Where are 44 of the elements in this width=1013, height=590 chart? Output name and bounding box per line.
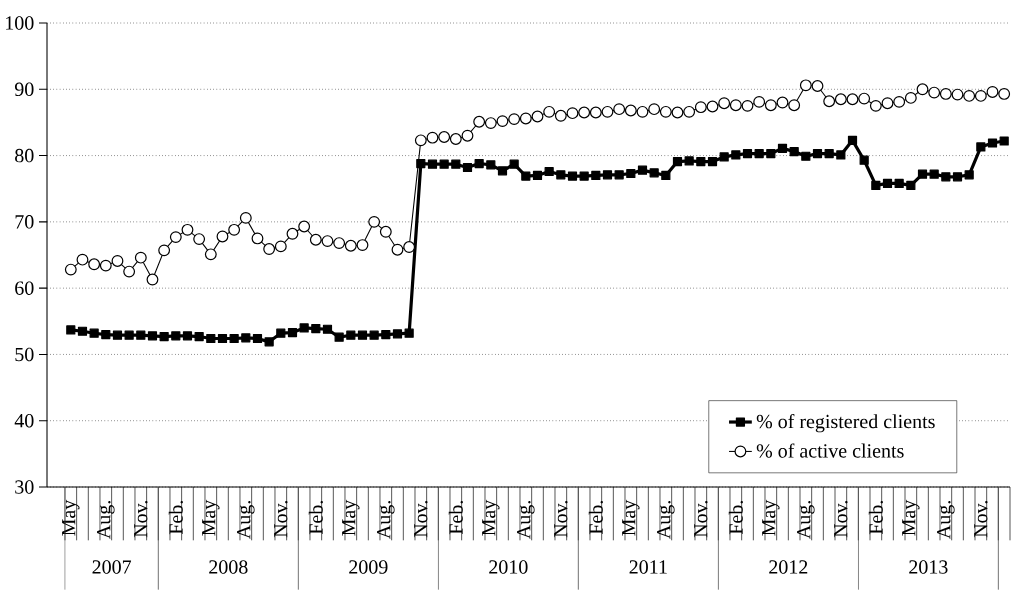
text: 2007 — [92, 560, 132, 574]
x-tick-label: Feb. — [728, 501, 743, 535]
x-tick-label: Nov. — [834, 501, 848, 538]
x-tick-label: Aug. — [797, 501, 815, 539]
y-tick-label: 30 — [15, 480, 34, 494]
x-tick-label: Feb. — [308, 501, 323, 535]
x-tick-label: Aug. — [517, 501, 535, 539]
y-tick-label: 80 — [15, 148, 34, 163]
y-tick-label: 60 — [15, 281, 34, 295]
x-tick-label: Aug. — [97, 501, 115, 539]
x-tick-label: May — [762, 499, 780, 536]
text: 2008 — [209, 560, 248, 574]
y-tick-label: 70 — [15, 215, 34, 229]
text: 2013 — [909, 560, 948, 574]
legend-label: % of active clients — [756, 443, 904, 458]
text: 2012 — [769, 560, 808, 574]
x-tick-label: Feb. — [448, 501, 463, 535]
x-tick-label: Aug. — [237, 501, 255, 539]
y-tick-label: 100 — [6, 16, 34, 30]
x-tick-label: Feb. — [168, 501, 183, 535]
x-tick-label: Aug. — [937, 501, 955, 539]
x-tick-label: Feb. — [588, 501, 603, 535]
x-tick-label: Nov. — [414, 501, 428, 538]
x-tick-label: Nov. — [694, 501, 708, 538]
text: 2009 — [349, 560, 388, 574]
x-tick-label: May — [342, 499, 360, 536]
x-tick-label: Nov. — [274, 501, 288, 538]
y-tick-label: 90 — [14, 82, 34, 97]
x-tick-label: Nov. — [554, 501, 568, 538]
text: 2010 — [489, 560, 528, 574]
x-tick-label: May — [622, 499, 640, 536]
x-tick-label: Nov. — [134, 501, 148, 538]
text: 2011 — [629, 560, 667, 574]
x-tick-label: Nov. — [974, 501, 988, 538]
x-tick-label: May — [202, 499, 220, 536]
x-tick-label: May — [902, 499, 920, 536]
legend-label: % of registered clients — [756, 413, 935, 433]
y-tick-label: 40 — [14, 413, 34, 428]
x-tick-label: Aug. — [377, 501, 395, 539]
x-tick-label: May — [62, 499, 80, 536]
y-tick-label: 50 — [15, 347, 34, 362]
x-tick-label: Feb. — [868, 501, 883, 535]
x-tick-label: Aug. — [657, 501, 675, 539]
x-tick-label: May — [482, 499, 500, 536]
